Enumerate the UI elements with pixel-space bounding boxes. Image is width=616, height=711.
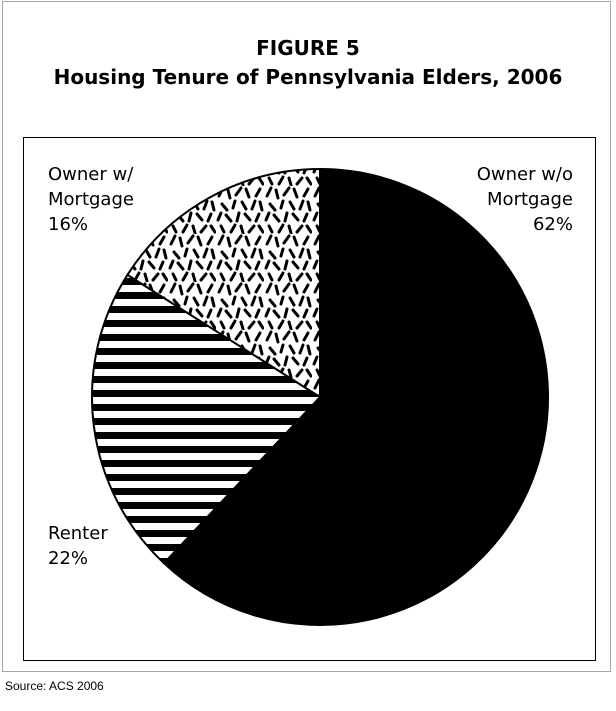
pie-slice-renter [91,273,322,565]
figure-heading: FIGURE 5 Housing Tenure of Pennsylvania … [0,34,616,92]
slice-name-line: Mortgage [48,189,134,210]
slice-value-label: 62% [532,214,573,235]
figure-frame [2,1,611,672]
pie-slice-owner-without-mortgage [162,167,549,626]
slice-name-line: Owner w/ [48,164,134,185]
figure-number: FIGURE 5 [256,36,360,60]
figure-title: Housing Tenure of Pennsylvania Elders, 2… [53,65,563,89]
slice-label-renter: Renter 22% [48,521,108,571]
chart-frame: Owner w/o Mortgage 62% Owner w/ Mortgage… [23,137,596,661]
slice-name-line: Mortgage [487,189,573,210]
slice-value-label: 22% [48,548,89,569]
pie-chart [91,167,549,626]
slice-name-line: Owner w/o [476,164,573,185]
pie-slice-owner-with-mortgage [126,167,321,399]
slice-label-owner-with-mortgage: Owner w/ Mortgage 16% [48,162,134,237]
slice-value-label: 16% [48,214,89,235]
slice-name-line: Renter [48,523,108,544]
source-note: Source: ACS 2006 [5,679,104,693]
slice-label-owner-without-mortgage: Owner w/o Mortgage 62% [477,162,573,237]
